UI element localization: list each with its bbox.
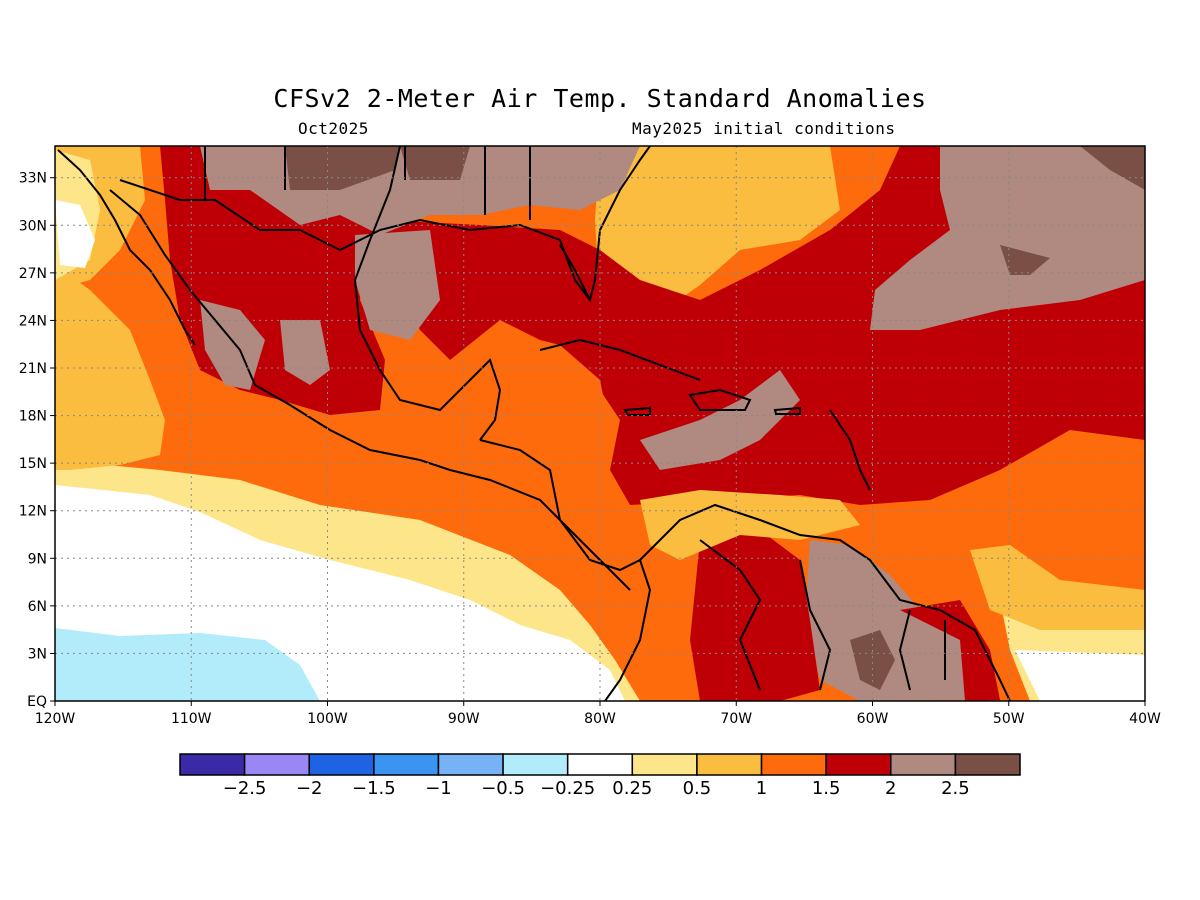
colorbar-label: −0.5 [481, 778, 525, 799]
lat-tick-label: 9N [28, 551, 47, 567]
colorbar-label: 2 [885, 778, 896, 799]
lat-tick-label: 6N [28, 599, 47, 615]
field-brown-us1 [285, 146, 400, 190]
lon-tick-label: 90W [448, 711, 480, 727]
graticule [55, 146, 1145, 701]
colorbar-swatch [243, 753, 310, 776]
lon-tick-label: 40W [1129, 711, 1161, 727]
coast-sa-north [639, 503, 1011, 701]
lat-tick-label: 12N [19, 504, 47, 520]
colorbar-swatch [373, 753, 440, 776]
coast-puertorico [773, 406, 801, 415]
lon-tick-label: 60W [857, 711, 889, 727]
field-taupe-mexico2 [280, 320, 330, 385]
colorbar-label: −2 [296, 778, 323, 799]
lat-tick-label: 27N [19, 266, 47, 282]
lon-tick-label: 70W [720, 711, 752, 727]
coast-gulf [353, 146, 502, 441]
lon-tick-label: 80W [584, 711, 616, 727]
colorbar-swatch [308, 753, 375, 776]
field-brown-ne [1080, 146, 1145, 190]
lon-tick-label: 110W [171, 711, 212, 727]
coast-cuba [539, 338, 701, 381]
field-white-se [1015, 650, 1145, 701]
colorbar-swatch [825, 753, 892, 776]
field-taupe-atlantic [870, 146, 1145, 330]
lat-tick-label: 24N [19, 313, 47, 329]
colorbar-swatch [760, 753, 827, 776]
coast-mexico-pacific [109, 189, 631, 591]
field-yellow-east [970, 545, 1145, 630]
colorbar-label: −1.5 [352, 778, 396, 799]
lon-tick-label: 50W [993, 711, 1025, 727]
field-brown-atl [1000, 245, 1050, 275]
lat-tick-label: 30N [19, 218, 47, 234]
colorbar-label: 1.5 [812, 778, 841, 799]
colorbar-swatch [954, 753, 1021, 776]
coast-antilles [829, 409, 871, 491]
lat-tick-label: 15N [19, 456, 47, 472]
field-orange-carib [490, 330, 610, 480]
coastlines [57, 146, 1011, 701]
field-white-nw [55, 200, 95, 268]
lat-tick-label: 21N [19, 361, 47, 377]
colorbar-swatch [696, 753, 763, 776]
field-brown-us2 [400, 146, 470, 180]
colorbar-swatch [566, 753, 634, 776]
colorbar-label: 0.25 [612, 778, 652, 799]
coast-hispaniola [688, 388, 752, 411]
lon-tick-label: 120W [35, 711, 76, 727]
colorbar-swatch [890, 753, 957, 776]
field-yellow-carib-sa [640, 490, 860, 560]
field-red-sa [690, 530, 820, 701]
colorbar-swatch [179, 753, 246, 776]
coast-central-america [479, 439, 652, 701]
colorbar-label: 1 [756, 778, 767, 799]
coast-florida [559, 146, 651, 303]
axis-ticks: EQ 3N 6N 9N 12N 15N 18N 21N 24N 27N 30N 33N 120W 110W… [19, 171, 1161, 727]
colorbar-label: −0.25 [540, 778, 595, 799]
field-taupe-venezuela [805, 540, 975, 701]
map-title: CFSv2 2-Meter Air Temp. Standard Anomali… [273, 84, 927, 113]
lon-tick-label: 100W [307, 711, 348, 727]
coast-jamaica [623, 406, 651, 416]
field-taupe-hispaniola [640, 370, 800, 470]
lat-tick-label: 3N [28, 646, 47, 662]
lat-tick-label: 18N [19, 409, 47, 425]
border-us-mexico [119, 179, 381, 252]
field-red-guianas [900, 600, 1000, 701]
lat-tick-label: 33N [19, 171, 47, 187]
field-yellow-atlantic [595, 146, 840, 320]
lat-tick-label: EQ [27, 694, 47, 710]
colorbar-label: 0.5 [683, 778, 712, 799]
field-cyan-sw [55, 628, 320, 701]
initial-conditions: May2025 initial conditions [632, 119, 896, 138]
colorbar-swatch [437, 753, 504, 776]
field-brown-sa [850, 630, 895, 690]
border-venezuela [699, 539, 946, 691]
colorbar-swatch [502, 753, 569, 776]
colorbar-label: −1 [425, 778, 452, 799]
colorbar: −2.5 −2 −1.5 −1 −0.5 −0.25 0.25 0.5 1 1.5 2 2.5 [179, 753, 1021, 799]
colorbar-label: −2.5 [223, 778, 267, 799]
coast-gulf-north [379, 218, 591, 301]
colorbar-swatch [631, 753, 698, 776]
colorbar-label: 2.5 [941, 778, 970, 799]
border-states [204, 146, 531, 220]
forecast-month: Oct2025 [298, 119, 369, 138]
field-taupe-texas [355, 230, 440, 340]
coast-baja [57, 149, 196, 346]
